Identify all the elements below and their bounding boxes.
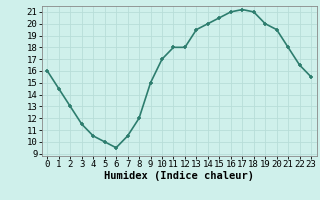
- X-axis label: Humidex (Indice chaleur): Humidex (Indice chaleur): [104, 171, 254, 181]
